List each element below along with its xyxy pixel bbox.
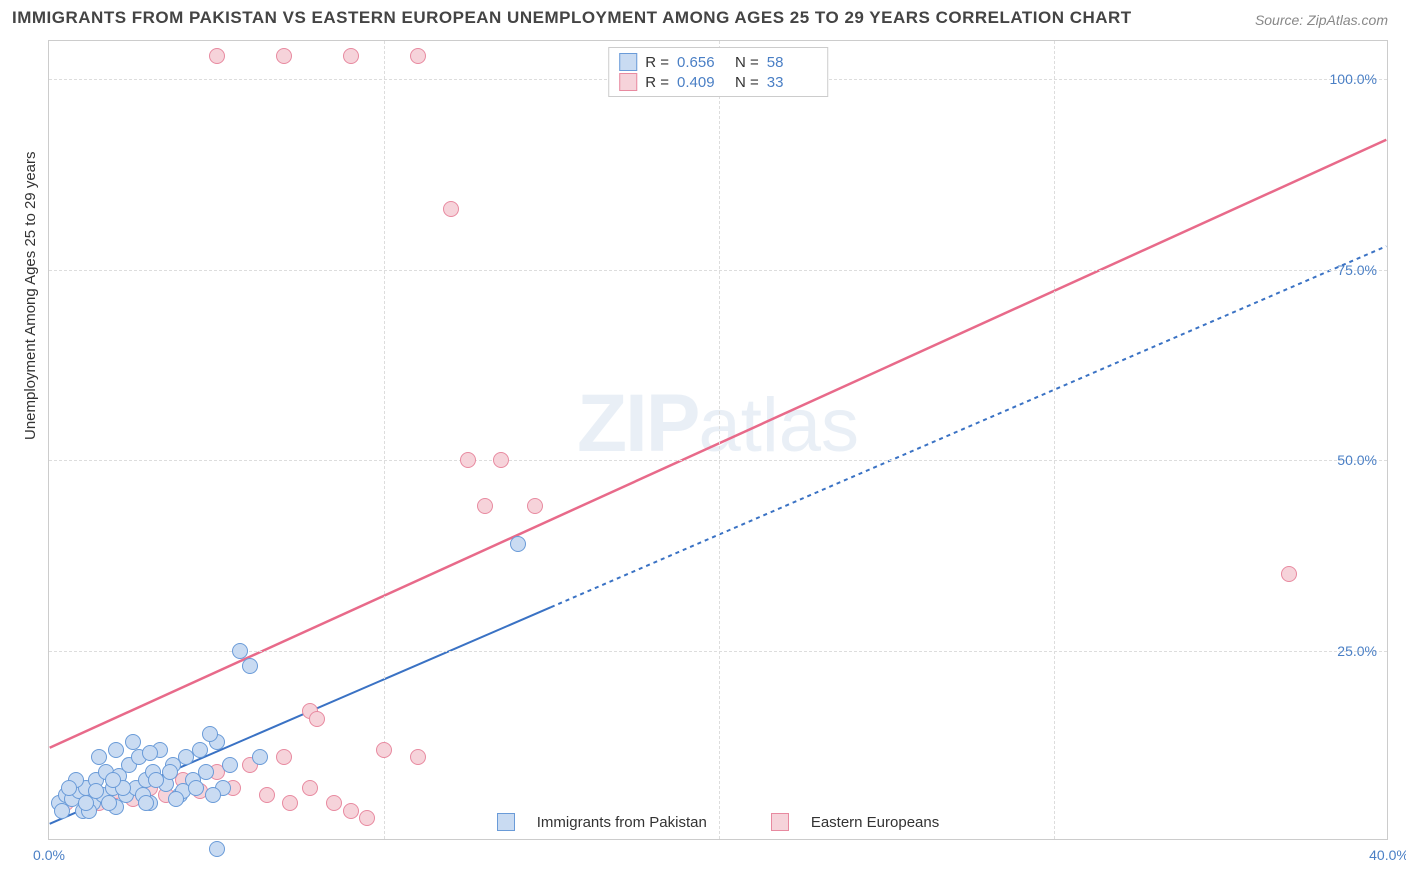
scatter-point [108, 742, 124, 758]
scatter-point [188, 780, 204, 796]
x-legend-label-1: Immigrants from Pakistan [537, 814, 707, 831]
scatter-point [222, 757, 238, 773]
legend-row-series-1: R = 0.656 N = 58 [619, 52, 817, 72]
scatter-point [198, 764, 214, 780]
legend-r-label: R = [645, 54, 669, 71]
watermark-atlas: atlas [699, 383, 860, 468]
scatter-point [359, 810, 375, 826]
scatter-point [162, 764, 178, 780]
watermark-zip: ZIP [577, 378, 699, 469]
scatter-point [138, 795, 154, 811]
scatter-point [209, 841, 225, 857]
x-tick-label: 0.0% [33, 847, 65, 863]
x-legend-swatch-2 [771, 813, 789, 831]
scatter-point [276, 749, 292, 765]
scatter-point [276, 48, 292, 64]
scatter-point [410, 48, 426, 64]
scatter-point [91, 749, 107, 765]
scatter-point [343, 803, 359, 819]
correlation-chart: IMMIGRANTS FROM PAKISTAN VS EASTERN EURO… [0, 0, 1406, 892]
scatter-point [410, 749, 426, 765]
gridline-x [1054, 41, 1055, 839]
scatter-point [510, 536, 526, 552]
y-tick-label: 100.0% [1330, 71, 1377, 87]
scatter-point [242, 658, 258, 674]
scatter-point [309, 711, 325, 727]
scatter-point [125, 734, 141, 750]
y-axis-label: Unemployment Among Ages 25 to 29 years [22, 151, 39, 440]
scatter-point [376, 742, 392, 758]
legend-n-value-2: 33 [767, 74, 817, 91]
scatter-point [493, 452, 509, 468]
scatter-point [105, 772, 121, 788]
scatter-point [259, 787, 275, 803]
gridline-x [719, 41, 720, 839]
scatter-point [282, 795, 298, 811]
legend-swatch-1 [619, 53, 637, 71]
legend-r-label: R = [645, 74, 669, 91]
source-label: Source: ZipAtlas.com [1255, 12, 1388, 28]
watermark: ZIPatlas [577, 377, 859, 471]
scatter-point [326, 795, 342, 811]
y-tick-label: 75.0% [1337, 262, 1377, 278]
scatter-point [61, 780, 77, 796]
scatter-point [1281, 566, 1297, 582]
legend-n-value-1: 58 [767, 54, 817, 71]
scatter-point [443, 201, 459, 217]
legend-row-series-2: R = 0.409 N = 33 [619, 72, 817, 92]
scatter-point [252, 749, 268, 765]
scatter-point [168, 791, 184, 807]
legend-r-value-2: 0.409 [677, 74, 727, 91]
x-legend-swatch-1 [497, 813, 515, 831]
y-tick-label: 50.0% [1337, 452, 1377, 468]
gridline-y [49, 460, 1387, 461]
scatter-point [477, 498, 493, 514]
legend-swatch-2 [619, 73, 637, 91]
legend-r-value-1: 0.656 [677, 54, 727, 71]
scatter-point [205, 787, 221, 803]
gridline-y [49, 270, 1387, 271]
gridline-x [384, 41, 385, 839]
scatter-point [101, 795, 117, 811]
correlation-legend: R = 0.656 N = 58 R = 0.409 N = 33 [608, 47, 828, 97]
x-legend-label-2: Eastern Europeans [811, 814, 939, 831]
scatter-point [54, 803, 70, 819]
scatter-point [232, 643, 248, 659]
x-tick-label: 40.0% [1369, 847, 1406, 863]
scatter-point [209, 48, 225, 64]
plot-area: ZIPatlas R = 0.656 N = 58 R = 0.409 N = … [48, 40, 1388, 840]
y-tick-label: 25.0% [1337, 643, 1377, 659]
scatter-point [192, 742, 208, 758]
chart-svg-overlay [49, 41, 1387, 839]
legend-n-label: N = [735, 74, 759, 91]
scatter-point [460, 452, 476, 468]
x-axis-legend: Immigrants from Pakistan Eastern Europea… [49, 813, 1387, 831]
scatter-point [302, 780, 318, 796]
scatter-point [202, 726, 218, 742]
chart-title: IMMIGRANTS FROM PAKISTAN VS EASTERN EURO… [12, 8, 1132, 28]
scatter-point [527, 498, 543, 514]
gridline-y [49, 651, 1387, 652]
scatter-point [343, 48, 359, 64]
scatter-point [88, 783, 104, 799]
scatter-point [142, 745, 158, 761]
legend-n-label: N = [735, 54, 759, 71]
